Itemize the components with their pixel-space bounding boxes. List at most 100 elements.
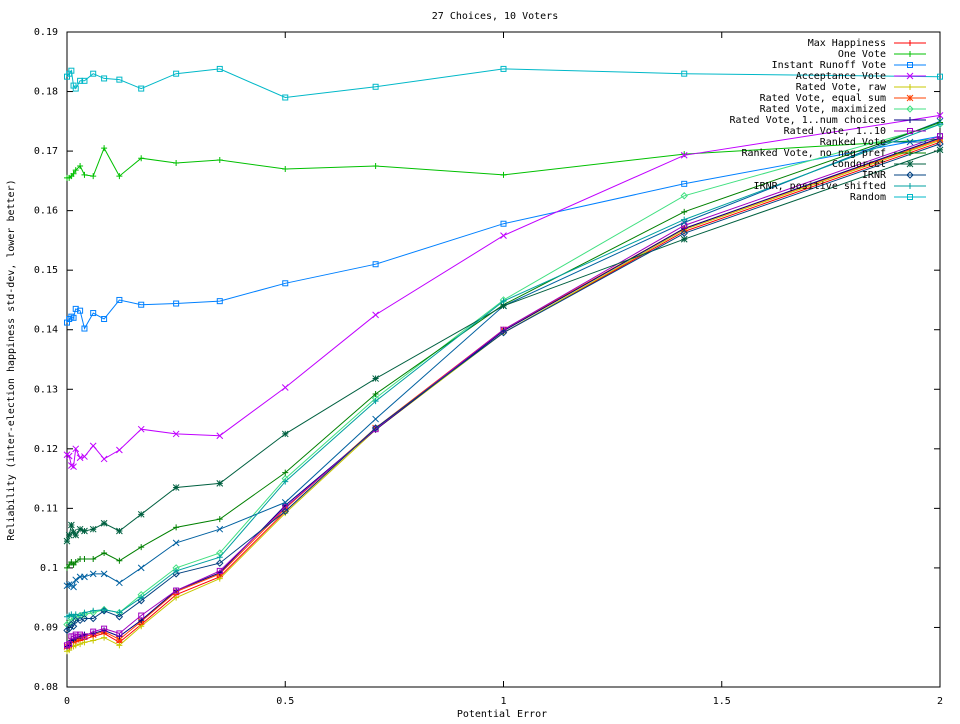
data-point <box>81 609 88 616</box>
data-point <box>936 140 944 148</box>
data-point <box>101 606 108 613</box>
y-tick-label: 0.12 <box>34 444 58 455</box>
series-10 <box>64 119 943 571</box>
series-line <box>66 141 941 649</box>
data-point <box>89 570 97 578</box>
data-point <box>116 76 123 83</box>
data-point <box>63 537 71 545</box>
y-tick-label: 0.11 <box>34 503 58 514</box>
data-point <box>937 133 943 140</box>
data-point <box>115 613 124 621</box>
data-point <box>500 65 507 72</box>
y-axis-label: Reliability (inter-election happiness st… <box>6 179 17 540</box>
data-point <box>500 220 507 227</box>
data-point <box>80 614 89 623</box>
data-point <box>81 453 88 460</box>
series-8 <box>64 133 943 649</box>
data-point <box>216 480 224 487</box>
y-tick-label: 0.14 <box>34 325 58 336</box>
y-axis-ticks: 0.08 0.09 0.1 0.11 0.12 0.13 0.14 0.15 0.16 0.17 0… <box>34 27 940 693</box>
legend-marker <box>907 84 913 90</box>
data-point <box>101 550 108 557</box>
data-point <box>936 112 944 119</box>
legend-label: Rated Vote, maximized <box>760 104 886 115</box>
data-point <box>936 146 944 154</box>
series-line <box>66 139 941 652</box>
y-tick-label: 0.1 <box>40 563 58 574</box>
series-13 <box>64 121 943 620</box>
series-line <box>66 149 941 542</box>
data-point <box>81 573 88 581</box>
data-point <box>81 325 88 332</box>
data-point <box>89 525 97 533</box>
data-point <box>372 391 379 398</box>
series-line <box>66 123 941 625</box>
data-point <box>101 634 108 641</box>
data-point <box>100 570 108 578</box>
data-point <box>282 478 289 485</box>
series-line <box>66 138 941 647</box>
data-point <box>72 558 79 565</box>
data-point <box>72 531 80 539</box>
data-point <box>172 539 180 547</box>
data-point <box>116 557 123 564</box>
data-point <box>81 555 88 562</box>
data-point <box>216 298 223 305</box>
y-tick-label: 0.09 <box>34 622 58 633</box>
data-point <box>101 145 108 152</box>
x-axis-label: Potential Error <box>457 709 547 720</box>
data-point <box>372 375 379 382</box>
legend-label: Rated Vote, raw <box>796 82 887 93</box>
data-point <box>173 587 180 594</box>
data-point <box>138 155 145 162</box>
legend-marker <box>907 150 913 156</box>
data-point <box>680 192 688 200</box>
data-point <box>282 165 289 172</box>
data-point <box>372 83 379 90</box>
data-point <box>137 510 145 518</box>
x-tick-label: 0.5 <box>276 696 294 707</box>
data-point <box>680 151 688 159</box>
data-point <box>90 310 97 317</box>
legend-marker <box>907 51 913 57</box>
data-point <box>116 446 123 454</box>
legend-label: Rated Vote, equal sum <box>760 93 886 104</box>
data-point <box>100 455 108 463</box>
data-point <box>65 452 73 460</box>
data-point <box>77 77 84 84</box>
data-point <box>90 70 97 77</box>
data-point <box>81 633 88 640</box>
data-point <box>90 607 97 614</box>
data-point <box>72 85 79 92</box>
data-point <box>281 384 289 391</box>
data-point <box>70 463 77 471</box>
data-point <box>500 298 507 305</box>
y-tick-label: 0.08 <box>34 682 58 693</box>
series-3 <box>63 112 944 471</box>
legend-label: Rated Vote, 1..10 <box>784 126 886 137</box>
data-point <box>70 583 77 591</box>
data-point <box>89 614 97 623</box>
data-point <box>173 567 180 574</box>
data-point <box>282 280 289 287</box>
series-5 <box>63 135 944 650</box>
y-tick-label: 0.18 <box>34 87 58 98</box>
series-6 <box>63 120 944 629</box>
data-point <box>372 311 379 319</box>
data-point <box>281 430 289 438</box>
legend-marker <box>907 40 913 46</box>
data-point <box>89 442 97 450</box>
data-point <box>372 261 379 268</box>
data-point <box>72 167 79 174</box>
data-point <box>81 527 88 535</box>
data-point <box>81 77 88 84</box>
data-point <box>72 305 79 312</box>
data-point <box>81 171 88 178</box>
data-point <box>937 73 943 80</box>
legend-label: Rated Vote, 1..num choices <box>729 115 886 126</box>
data-point <box>681 216 688 223</box>
data-point <box>372 398 379 405</box>
data-point <box>101 625 108 632</box>
